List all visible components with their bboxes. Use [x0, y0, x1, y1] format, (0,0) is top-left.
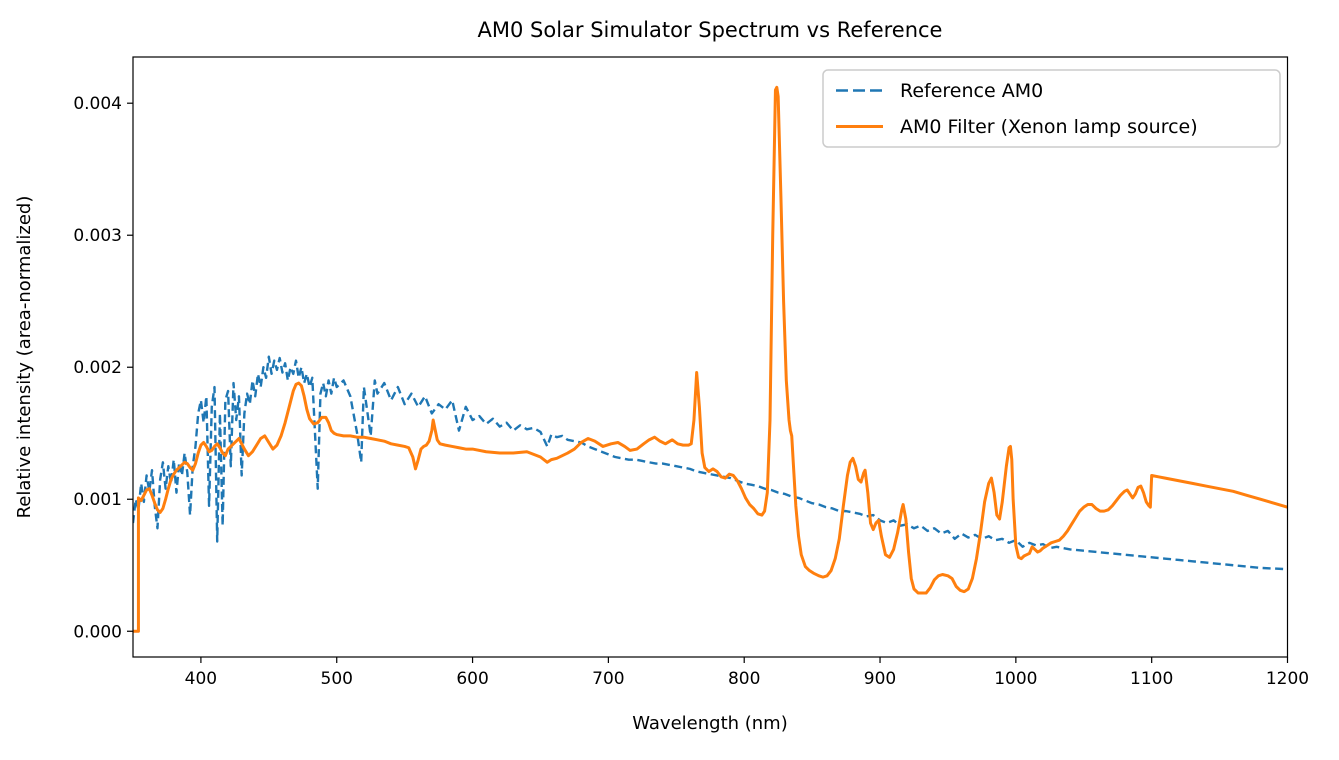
plot-border — [132, 56, 1289, 658]
x-tick-label: 400 — [185, 669, 217, 689]
series — [133, 85, 1288, 633]
x-tick-label: 800 — [728, 669, 760, 689]
y-tick-label: 0.003 — [73, 226, 122, 246]
x-tick-label: 1100 — [1130, 669, 1173, 689]
chart-title: AM0 Solar Simulator Spectrum vs Referenc… — [478, 18, 943, 42]
legend-box — [822, 69, 1281, 148]
y-tick-label: 0.000 — [73, 622, 122, 642]
legend: Reference AM0 AM0 Filter (Xenon lamp sou… — [822, 69, 1281, 148]
x-tick-label: 1200 — [1266, 669, 1309, 689]
axes: 400 500 600 700 800 900 1000 1100 1200 0.000 0.001… — [73, 94, 1309, 689]
series-line-reference-am0 — [133, 355, 1288, 571]
y-tick-label: 0.004 — [73, 94, 122, 114]
legend-label-filter: AM0 Filter (Xenon lamp source) — [900, 116, 1198, 138]
legend-label-reference: Reference AM0 — [900, 80, 1043, 102]
x-tick-label: 500 — [321, 669, 353, 689]
x-axis-label: Wavelength (nm) — [632, 713, 788, 734]
y-axis-label: Relative intensity (area-normalized) — [14, 196, 35, 519]
y-tick-label: 0.001 — [73, 490, 122, 510]
x-tick-label: 700 — [592, 669, 624, 689]
x-tick-label: 600 — [456, 669, 488, 689]
y-tick-label: 0.002 — [73, 358, 122, 378]
series-line-am0-filter — [133, 85, 1288, 633]
x-tick-label: 1000 — [994, 669, 1037, 689]
x-tick-label: 900 — [864, 669, 896, 689]
